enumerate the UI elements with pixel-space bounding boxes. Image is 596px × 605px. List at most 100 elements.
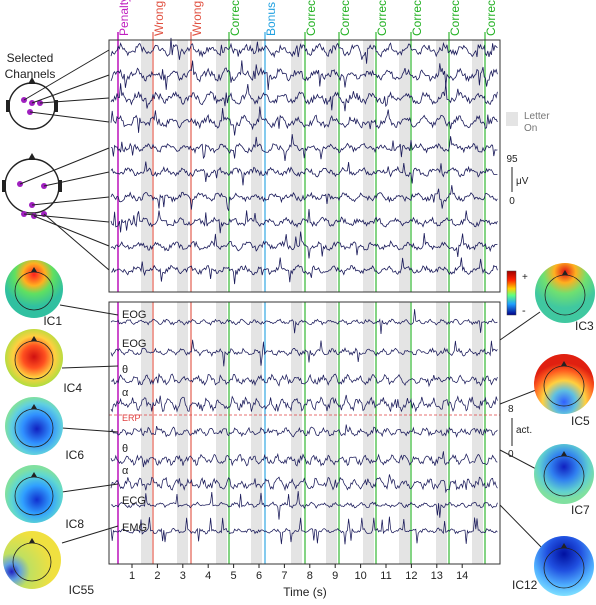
signal-trace — [110, 372, 498, 388]
signal-trace — [110, 424, 498, 438]
letter-on-swatch — [506, 112, 518, 126]
ic-label-ic5: IC5 — [571, 414, 590, 428]
x-tick-label: 7 — [281, 570, 287, 582]
event-label: Correct — [410, 0, 424, 36]
letter-on-band — [251, 40, 262, 292]
component-label: EOG — [122, 338, 146, 350]
component-label: ECG — [122, 495, 146, 507]
topography-colorbar: + - — [506, 270, 528, 317]
event-label: Correct — [304, 0, 318, 36]
letter-on-band — [216, 40, 227, 292]
event-label: Penalty — [117, 0, 131, 36]
svg-text:95: 95 — [506, 154, 518, 165]
ic1-topography — [5, 260, 63, 318]
svg-text:+: + — [522, 272, 528, 283]
signal-trace — [110, 208, 498, 234]
signal-trace — [110, 474, 498, 494]
signal-trace — [110, 516, 498, 545]
ic-connector-lines — [59, 304, 547, 553]
ic-label-ic6: IC6 — [65, 448, 84, 462]
component-label: α — [122, 465, 129, 477]
signal-trace — [110, 185, 498, 212]
ic-label-ic12: IC12 — [512, 578, 538, 592]
x-tick-label: 11 — [380, 570, 391, 582]
ic4-topography — [5, 329, 63, 387]
channel-panel-frame — [108, 39, 501, 293]
ic-label-ic3: IC3 — [575, 319, 594, 333]
x-tick-label: 5 — [231, 570, 237, 582]
ic6-topography — [5, 397, 63, 455]
component-label: EOG — [122, 309, 146, 321]
ic12-topography — [534, 536, 594, 596]
letter-on-band — [472, 40, 483, 292]
component-label: EMG — [122, 522, 147, 534]
signal-trace — [110, 37, 498, 64]
ic-label-ic55: IC55 — [69, 583, 95, 597]
microvolt-scale-bar: 95 μV 0 — [506, 154, 528, 207]
x-tick-label: 9 — [332, 570, 338, 582]
svg-text:0: 0 — [509, 196, 515, 207]
x-tick-label: 4 — [205, 570, 211, 582]
ic-label-ic4: IC4 — [63, 381, 82, 395]
component-label: θ — [122, 443, 128, 455]
ic-label-ic8: IC8 — [65, 517, 84, 531]
component-label: α — [122, 387, 129, 399]
svg-text:act.: act. — [516, 425, 532, 436]
x-tick-label: 1 — [129, 570, 135, 582]
event-label: Correct — [375, 0, 389, 36]
x-tick-label: 3 — [180, 570, 186, 582]
letter-on-band — [291, 40, 302, 292]
component-traces — [109, 309, 500, 545]
signal-trace — [110, 451, 498, 468]
signal-trace — [110, 106, 498, 136]
letter-on-band — [141, 302, 152, 564]
ic8-topography — [5, 465, 63, 523]
svg-text:0: 0 — [508, 449, 514, 460]
x-axis-label: Time (s) — [283, 585, 327, 599]
signal-trace — [110, 394, 498, 413]
activation-scale-bar: 8 act. 0 — [508, 404, 532, 460]
x-tick-label: 10 — [354, 570, 366, 582]
event-label: Correct — [448, 0, 462, 36]
letter-on-label: Letter — [524, 111, 550, 122]
signal-trace — [110, 339, 498, 367]
signal-trace — [110, 309, 498, 335]
ic55-topography — [3, 531, 61, 589]
event-label: Wrong — [190, 1, 204, 36]
letter-on-band — [363, 40, 374, 292]
svg-text:μV: μV — [516, 176, 529, 187]
signal-trace — [110, 60, 498, 91]
event-label: Bonus — [264, 2, 278, 36]
signal-trace — [110, 231, 498, 259]
x-tick-label: 14 — [456, 570, 468, 582]
component-panel-frame — [108, 301, 501, 565]
event-label: Wrong — [152, 1, 166, 36]
signal-trace — [110, 83, 498, 112]
letter-on-label: On — [524, 123, 537, 134]
ic5-topography — [534, 354, 594, 414]
letter-on-band — [251, 302, 262, 564]
letter-on-band — [177, 40, 188, 292]
ic-label-ic1: IC1 — [43, 314, 62, 328]
component-label: θ — [122, 364, 128, 376]
signal-trace — [110, 161, 498, 186]
svg-text:8: 8 — [508, 404, 514, 415]
ic3-topography — [535, 263, 595, 323]
signal-trace — [110, 491, 498, 520]
selected-channels-label: Channels — [5, 67, 56, 81]
x-axis-ticks: 1 2 3 4 5 6 7 8 9 10 11 12 13 14 — [129, 564, 468, 582]
letter-on-band — [291, 302, 302, 564]
letter-on-band — [326, 40, 337, 292]
head-diagram-frontal — [6, 77, 58, 130]
x-tick-label: 8 — [307, 570, 313, 582]
letter-on-band — [326, 302, 337, 564]
x-tick-label: 12 — [405, 570, 417, 582]
component-label: ERP — [122, 413, 141, 423]
channel-connector-lines — [19, 49, 110, 271]
signal-trace — [111, 257, 498, 285]
x-tick-label: 13 — [431, 570, 443, 582]
svg-text:-: - — [522, 305, 526, 317]
signal-trace — [110, 134, 498, 161]
letter-on-band — [363, 302, 374, 564]
